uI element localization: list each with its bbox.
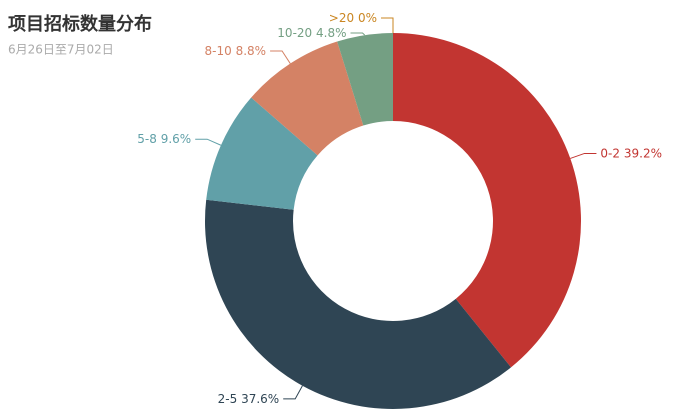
slice-label: 0-2 39.2% bbox=[600, 146, 662, 160]
slice-label-value: 37.6% bbox=[241, 391, 279, 405]
slice-label-value: 0% bbox=[358, 11, 377, 25]
slice-label: >20 0% bbox=[329, 11, 377, 25]
slice-label-name: 8-10 bbox=[205, 43, 232, 57]
leader-line bbox=[381, 17, 394, 33]
chart-title: 项目招标数量分布 bbox=[8, 13, 152, 35]
pie-slice bbox=[205, 199, 512, 409]
pie-slice bbox=[337, 33, 393, 126]
pie-slice bbox=[206, 97, 318, 210]
slice-label-value: 39.2% bbox=[624, 146, 662, 160]
pie-slice bbox=[393, 33, 581, 368]
leader-line bbox=[570, 152, 597, 159]
slice-label-name: 2-5 bbox=[218, 391, 238, 405]
chart-subtitle: 6月26日至7月02日 bbox=[8, 43, 114, 57]
slice-label: 10-20 4.8% bbox=[277, 26, 346, 40]
slice-label-name: 10-20 bbox=[277, 26, 312, 40]
slice-label-value: 4.8% bbox=[316, 26, 347, 40]
slice-label-name: >20 bbox=[329, 11, 354, 25]
slice-label-value: 9.6% bbox=[161, 132, 192, 146]
leader-line bbox=[350, 32, 366, 36]
slice-label-value: 8.8% bbox=[236, 43, 267, 57]
slice-label: 8-10 8.8% bbox=[205, 43, 267, 57]
leader-line bbox=[283, 385, 303, 400]
pie-slice bbox=[251, 41, 364, 156]
slice-label-name: 0-2 bbox=[600, 146, 620, 160]
slice-label: 5-8 9.6% bbox=[137, 132, 191, 146]
slice-label: 2-5 37.6% bbox=[218, 391, 280, 405]
leader-line bbox=[195, 138, 222, 146]
leader-line bbox=[270, 50, 291, 64]
slice-label-name: 5-8 bbox=[137, 132, 157, 146]
